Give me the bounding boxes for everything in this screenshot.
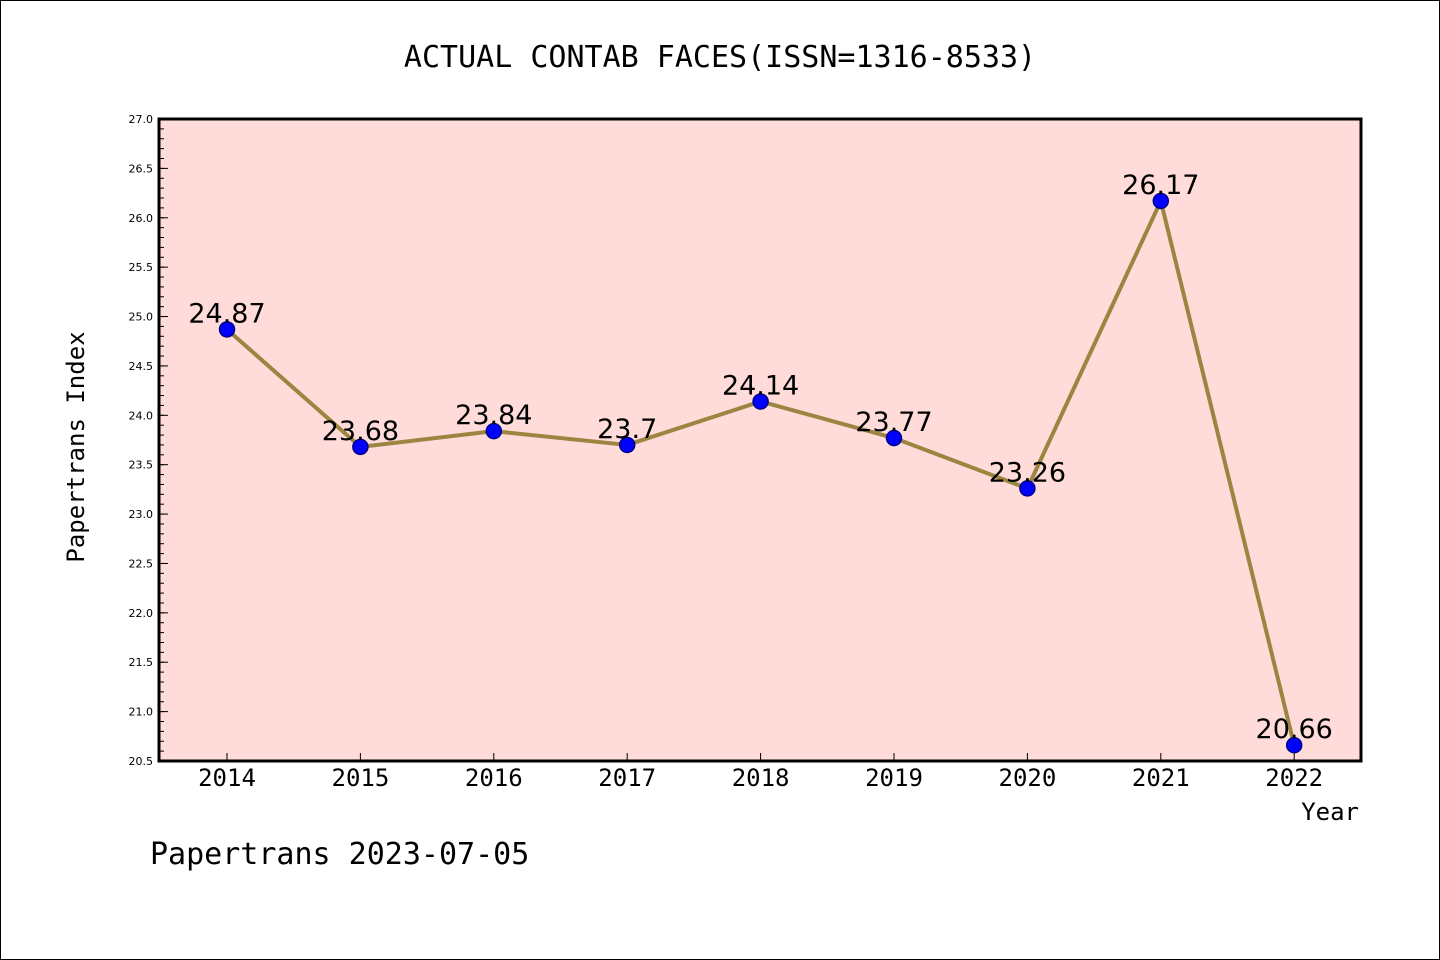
chart-title: ACTUAL CONTAB FACES(ISSN=1316-8533) — [404, 40, 1036, 75]
data-label: 24.14 — [722, 370, 799, 401]
y-tick-label: 24.0 — [129, 409, 154, 422]
y-axis: 20.5 21.0 21.5 22.0 22.5 23.0 23.5 24.0 24.5 25.0… — [129, 113, 168, 768]
x-tick-label: 2016 — [465, 764, 523, 792]
x-axis: 2014 2015 2016 2017 2018 2019 2020 2021 2022 — [198, 753, 1323, 792]
data-label: 23.68 — [322, 416, 399, 447]
data-label: 23.77 — [855, 407, 932, 438]
data-label: 23.84 — [455, 400, 532, 431]
x-tick-label: 2022 — [1265, 764, 1323, 792]
y-tick-label: 20.5 — [129, 755, 154, 768]
y-tick-label: 23.0 — [129, 508, 154, 521]
y-tick-label: 25.5 — [129, 261, 154, 274]
x-tick-label: 2019 — [865, 764, 923, 792]
data-point-marker — [885, 429, 903, 447]
x-tick-label: 2021 — [1132, 764, 1190, 792]
y-tick-label: 25.0 — [129, 311, 154, 324]
data-label: 20.66 — [1256, 714, 1333, 745]
data-point-marker — [1285, 736, 1303, 754]
y-tick-label: 21.0 — [129, 706, 154, 719]
y-tick-label: 24.5 — [129, 360, 154, 373]
data-labels: 24.87 23.68 23.84 23.7 24.14 23.77 23.26 26.17 2… — [188, 170, 1332, 745]
y-tick-label: 22.5 — [129, 557, 154, 570]
data-point-marker — [618, 436, 636, 454]
y-tick-label: 22.0 — [129, 607, 154, 620]
x-axis-label: Year — [1301, 798, 1359, 826]
y-axis-label: Papertrans Index — [62, 331, 90, 562]
data-point-marker — [218, 321, 236, 338]
data-point-marker — [352, 438, 369, 456]
y-tick-label: 27.0 — [129, 113, 154, 126]
data-label: 24.87 — [188, 298, 265, 329]
x-tick-label: 2015 — [332, 764, 390, 792]
y-tick-label: 23.5 — [129, 459, 154, 472]
x-tick-label: 2017 — [598, 764, 656, 792]
data-point-marker — [752, 393, 769, 410]
footer-credit: Papertrans 2023-07-05 — [150, 837, 529, 872]
data-label: 23.7 — [597, 414, 657, 445]
data-label: 23.26 — [989, 457, 1066, 488]
data-point-marker — [1019, 480, 1036, 497]
data-point-marker — [485, 422, 503, 440]
data-label: 26.17 — [1122, 170, 1199, 201]
y-tick-label: 21.5 — [129, 656, 154, 669]
series-markers — [218, 192, 1303, 754]
data-point-marker — [1152, 192, 1170, 210]
y-tick-label: 26.0 — [129, 212, 154, 225]
y-tick-label: 26.5 — [129, 162, 154, 175]
x-tick-label: 2018 — [732, 764, 790, 792]
x-tick-label: 2014 — [198, 764, 256, 792]
x-tick-label: 2020 — [999, 764, 1057, 792]
